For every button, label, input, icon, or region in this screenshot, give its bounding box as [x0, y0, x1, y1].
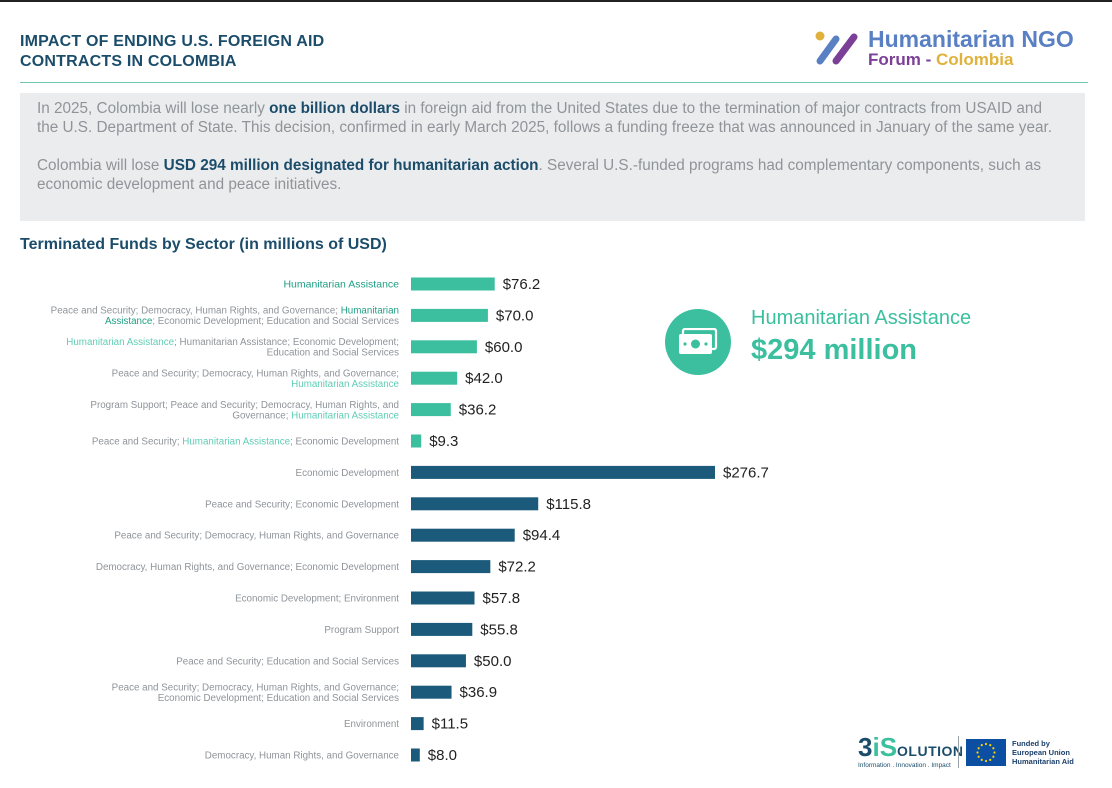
category-label-8: Peace and Security; Democracy, Human Rig…	[114, 531, 399, 542]
title-line-2: CONTRACTS IN COLOMBIA	[20, 53, 237, 70]
eu-funding-text: Funded by European Union Humanitarian Ai…	[1012, 739, 1074, 766]
bar-chart: $76.2 Humanitarian Assistance $70.0 Peace a…	[51, 276, 769, 764]
category-label-13-line-1: Economic Development; Education and Soci…	[158, 693, 399, 704]
bar-1	[411, 308, 488, 322]
footer-divider	[958, 736, 959, 768]
category-label-9: Democracy, Human Rights, and Governance;…	[96, 562, 399, 573]
category-label-3-line-0: Peace and Security; Democracy, Human Rig…	[112, 368, 399, 379]
bar-7	[411, 497, 539, 511]
bar-12	[411, 654, 466, 668]
bar-2	[411, 340, 477, 354]
bar-9	[411, 560, 491, 574]
value-label-2: $60.0	[485, 339, 523, 356]
category-label-6: Economic Development	[296, 468, 400, 479]
category-label-13-line-0: Peace and Security; Democracy, Human Rig…	[112, 682, 399, 693]
category-label-7: Peace and Security; Economic Development	[205, 499, 399, 510]
category-label-14: Environment	[344, 719, 399, 730]
category-label-12: Peace and Security; Education and Social…	[176, 656, 399, 667]
intro-box: In 2025, Colombia will lose nearly one b…	[20, 93, 1085, 221]
logo-text-line-2: Forum - Colombia	[868, 50, 1013, 70]
bar-5	[411, 434, 422, 448]
bar-11	[411, 622, 473, 636]
category-label-2-line-1: Education and Social Services	[267, 348, 399, 359]
bar-0	[411, 277, 495, 291]
3isolution-logo: 3iSOLUTION	[858, 732, 964, 762]
category-label-2-line-0: Humanitarian Assistance; Humanitarian As…	[66, 337, 399, 348]
value-label-15: $8.0	[428, 747, 457, 764]
intro-emphasis-2: USD 294 million designated for humanitar…	[163, 157, 539, 174]
highlight-label: Humanitarian Assistance	[751, 307, 972, 329]
value-label-3: $42.0	[465, 370, 503, 387]
bar-15	[411, 748, 420, 762]
header-divider	[20, 82, 1088, 83]
logo-text-forum: Forum -	[868, 50, 936, 69]
value-label-8: $94.4	[523, 527, 561, 544]
chart-title: Terminated Funds by Sector (in millions …	[20, 236, 387, 253]
value-label-4: $36.2	[459, 402, 497, 419]
bar-10	[411, 591, 475, 605]
bar-13	[411, 685, 452, 699]
value-label-6: $276.7	[723, 464, 769, 481]
category-label-5: Peace and Security; Humanitarian Assista…	[92, 437, 399, 448]
category-label-1-line-1: Assistance; Economic Development; Educat…	[105, 316, 399, 327]
value-label-5: $9.3	[429, 433, 458, 450]
category-label-15: Democracy, Human Rights, and Governance	[205, 751, 400, 762]
category-label-4-line-0: Program Support; Peace and Security; Dem…	[90, 400, 399, 411]
category-label-10: Economic Development; Environment	[235, 594, 399, 605]
value-label-14: $11.5	[432, 716, 468, 733]
category-label-0: Humanitarian Assistance	[283, 279, 399, 291]
page-title: IMPACT OF ENDING U.S. FOREIGN AID CONTRA…	[20, 32, 440, 72]
value-label-11: $55.8	[480, 621, 518, 638]
bar-4	[411, 403, 451, 417]
highlight-value: $294 million	[751, 334, 918, 366]
money-badge	[665, 309, 731, 375]
intro-paragraph-2: Colombia will lose USD 294 million desig…	[37, 157, 1042, 193]
bar-6	[411, 465, 715, 479]
value-label-12: $50.0	[474, 653, 512, 670]
category-label-11: Program Support	[324, 625, 399, 636]
value-label-7: $115.8	[546, 496, 591, 513]
3isolution-tagline: Information . Innovation . Impact	[858, 762, 951, 769]
eu-flag-icon	[966, 739, 1006, 766]
logo-text-colombia: Colombia	[936, 50, 1014, 69]
logo-text-line-1: Humanitarian NGO	[868, 26, 1074, 52]
value-label-1: $70.0	[496, 307, 534, 324]
bar-3	[411, 371, 458, 385]
money-icon	[679, 328, 718, 354]
forum-logo-icon	[815, 31, 858, 65]
bar-8	[411, 528, 515, 542]
category-label-1-line-0: Peace and Security; Democracy, Human Rig…	[51, 306, 399, 317]
value-label-10: $57.8	[483, 590, 521, 607]
intro-emphasis-1: one billion dollars	[269, 100, 401, 117]
category-label-4-line-1: Governance; Humanitarian Assistance	[232, 410, 399, 421]
title-line-1: IMPACT OF ENDING U.S. FOREIGN AID	[20, 33, 325, 50]
category-label-3-line-1: Humanitarian Assistance	[291, 379, 399, 390]
value-label-9: $72.2	[498, 559, 536, 576]
value-label-0: $76.2	[503, 276, 541, 293]
intro-paragraph-1: In 2025, Colombia will lose nearly one b…	[37, 100, 1052, 136]
value-label-13: $36.9	[460, 684, 498, 701]
bar-14	[411, 717, 424, 731]
